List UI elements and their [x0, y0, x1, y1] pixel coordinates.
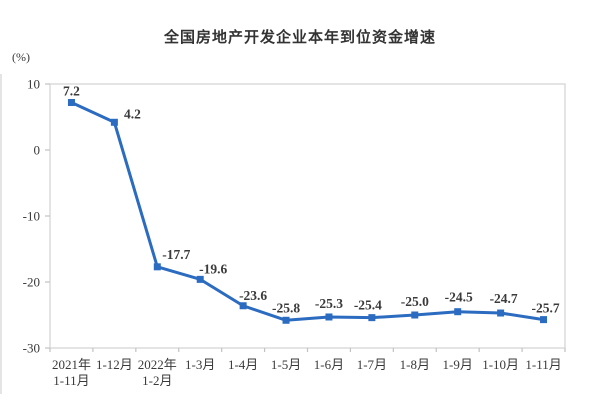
data-point-marker — [454, 308, 462, 316]
data-point-marker — [540, 316, 548, 324]
x-axis-category-label: 1-9月 — [443, 357, 473, 372]
x-axis-category-label: 1-12月 — [96, 357, 133, 372]
data-point-marker — [239, 302, 247, 310]
x-axis-category-label: 1-11月 — [525, 357, 561, 372]
x-axis-category-label: 1-4月 — [228, 357, 258, 372]
y-axis-tick-label: -20 — [23, 275, 40, 290]
y-axis-tick-label: -30 — [23, 341, 40, 356]
x-axis-category-label: 1-3月 — [185, 357, 215, 372]
data-point-label: -24.5 — [445, 290, 473, 305]
data-point-marker — [196, 275, 204, 283]
plot-area-border — [49, 83, 566, 349]
x-axis-category-label: 2021年 — [52, 357, 91, 372]
x-axis-category-label: 1-10月 — [482, 357, 519, 372]
data-point-label: -19.6 — [199, 261, 227, 276]
data-point-marker — [67, 98, 75, 106]
x-axis-category-label: 2022年 — [138, 357, 177, 372]
data-point-marker — [110, 118, 118, 126]
data-line-series — [69, 100, 546, 322]
data-point-label: -25.3 — [315, 296, 343, 311]
x-axis-category-label: 1-11月 — [53, 373, 89, 388]
data-point-label: 4.2 — [124, 106, 141, 121]
y-axis-unit-label: (%) — [12, 50, 30, 64]
x-axis-category-label: 1-2月 — [142, 373, 172, 388]
data-point-label: -24.7 — [490, 291, 518, 306]
data-point-marker — [325, 313, 333, 321]
x-axis-category-label: 1-6月 — [314, 357, 344, 372]
data-point-label: -23.6 — [239, 288, 267, 303]
data-point-label: -25.7 — [531, 301, 559, 316]
y-axis-tick-label: 0 — [34, 143, 41, 158]
x-axis-category-label: 1-8月 — [400, 357, 430, 372]
data-point-marker — [411, 311, 419, 319]
x-axis-category-label: 1-5月 — [271, 357, 301, 372]
data-point-marker — [282, 316, 290, 324]
y-axis-tick-label: -10 — [23, 209, 40, 224]
x-axis-category-label: 1-7月 — [357, 357, 387, 372]
data-point-label: -25.4 — [354, 298, 382, 313]
chart-title: 全国房地产开发企业本年到位资金增速 — [163, 29, 436, 46]
page-left-edge-divider — [0, 74, 2, 394]
data-point-label: -17.7 — [162, 247, 190, 262]
data-point-label: 7.2 — [63, 83, 80, 98]
data-point-marker — [368, 314, 376, 322]
data-point-marker — [497, 309, 505, 317]
data-point-label: -25.0 — [401, 294, 429, 309]
y-axis-tick-label: 10 — [27, 77, 40, 92]
data-point-label: -25.8 — [272, 300, 300, 315]
data-point-marker — [153, 263, 161, 271]
